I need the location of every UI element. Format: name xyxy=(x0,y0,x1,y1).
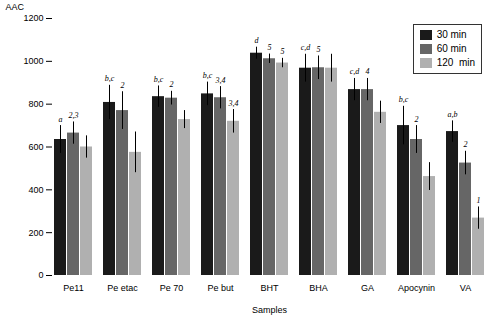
svg-text:2,3: 2,3 xyxy=(69,111,79,120)
svg-text:Pe11: Pe11 xyxy=(63,283,83,293)
svg-text:VA: VA xyxy=(460,283,471,293)
svg-text:b,c: b,c xyxy=(399,95,409,104)
svg-text:3,4: 3,4 xyxy=(215,76,226,85)
svg-text:1000: 1000 xyxy=(23,56,43,66)
html-text:30 min: 30 min xyxy=(436,29,467,40)
svg-text:400: 400 xyxy=(28,185,43,195)
html-text:60 min: 60 min xyxy=(436,43,467,54)
svg-text:2: 2 xyxy=(170,80,174,89)
svg-text:0: 0 xyxy=(38,270,43,280)
svg-text:5: 5 xyxy=(317,45,321,54)
svg-text:AAC: AAC xyxy=(6,2,25,12)
svg-text:a: a xyxy=(59,115,63,124)
svg-text:2: 2 xyxy=(415,115,419,124)
svg-text:d: d xyxy=(255,36,260,45)
svg-text:2: 2 xyxy=(121,81,125,90)
svg-text:4: 4 xyxy=(366,67,370,76)
svg-text:1200: 1200 xyxy=(23,13,43,23)
svg-text:3,4: 3,4 xyxy=(228,99,239,108)
html-text:120 min: 120 min xyxy=(436,57,475,68)
svg-text:BHA: BHA xyxy=(309,283,328,293)
svg-text:Pe but: Pe but xyxy=(207,283,234,293)
svg-text:GA: GA xyxy=(361,283,374,293)
svg-text:b,c: b,c xyxy=(203,71,213,80)
svg-text:Apocynin: Apocynin xyxy=(398,283,435,293)
svg-text:200: 200 xyxy=(28,228,43,238)
svg-text:800: 800 xyxy=(28,99,43,109)
svg-text:b,c: b,c xyxy=(105,74,115,83)
svg-text:2: 2 xyxy=(464,140,468,149)
svg-text:Samples: Samples xyxy=(252,305,288,315)
svg-text:c,d: c,d xyxy=(301,43,312,52)
svg-text:5: 5 xyxy=(281,47,285,56)
svg-text:5: 5 xyxy=(268,43,272,52)
svg-text:600: 600 xyxy=(28,142,43,152)
svg-text:BHT: BHT xyxy=(261,283,280,293)
svg-text:1: 1 xyxy=(477,196,481,205)
svg-text:b,c: b,c xyxy=(154,75,164,84)
svg-text:Pe etac: Pe etac xyxy=(107,283,138,293)
svg-text:Pe 70: Pe 70 xyxy=(160,283,184,293)
svg-text:c,d: c,d xyxy=(350,67,361,76)
svg-text:a,b: a,b xyxy=(448,110,458,119)
